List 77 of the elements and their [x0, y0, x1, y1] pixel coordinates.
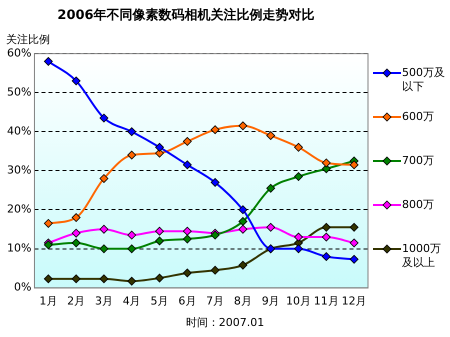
point: [238, 205, 248, 214]
point: [100, 274, 108, 284]
point: [127, 230, 136, 240]
point: [182, 234, 192, 244]
x-tick-label: 5月: [150, 294, 169, 308]
y-tick-label: 60%: [6, 46, 32, 60]
point: [127, 244, 136, 254]
point: [182, 226, 192, 236]
point: [155, 274, 164, 282]
x-tick-label: 12月: [342, 294, 367, 308]
legend-label: 800万: [402, 198, 435, 212]
point: [294, 142, 303, 152]
y-tick-label: 0%: [14, 280, 32, 294]
point: [182, 268, 192, 278]
y-axis-title: 关注比例: [6, 32, 50, 46]
y-tick-label: 20%: [6, 202, 32, 216]
x-tick-label: 7月: [206, 294, 224, 308]
x-tick-label: 8月: [234, 294, 252, 308]
point: [182, 137, 192, 146]
point: [210, 266, 220, 275]
point: [350, 222, 358, 232]
point: [238, 260, 248, 270]
y-tick-label: 30%: [6, 164, 32, 177]
point: [72, 228, 81, 238]
x-tick-label: 2月: [67, 294, 86, 308]
text: 时间：2007.01: [184, 315, 266, 330]
point: [44, 274, 53, 284]
y-tick-label: 40%: [6, 124, 32, 138]
legend-label: 500万及以下: [402, 66, 446, 94]
point: [350, 254, 358, 264]
point: [182, 160, 192, 170]
chart-title: 2006年不同像素数码相机关注比例走势对比: [57, 7, 315, 24]
point: [127, 127, 136, 136]
point: [127, 150, 136, 160]
point: [322, 222, 331, 232]
point: [72, 238, 81, 248]
point: [350, 160, 358, 170]
legend-label: 1000万及以上: [402, 242, 442, 270]
point: [155, 226, 164, 236]
point: [155, 236, 164, 246]
x-tick-label: 3月: [94, 294, 113, 308]
point: [127, 276, 136, 286]
point: [266, 222, 276, 232]
point: [44, 218, 53, 228]
point: [294, 244, 303, 254]
point: [322, 252, 331, 261]
point: [72, 274, 81, 284]
point: [238, 217, 248, 226]
x-tick-label: 10月: [286, 294, 312, 308]
point: [322, 158, 331, 168]
point: [100, 174, 108, 183]
y-tick-label: 10%: [6, 242, 32, 255]
point: [100, 224, 108, 234]
x-tick-label: 4月: [122, 294, 141, 308]
point: [72, 213, 81, 222]
x-tick-label: 11月: [314, 294, 339, 308]
point: [294, 172, 303, 181]
point: [238, 224, 248, 234]
point: [238, 121, 248, 130]
point: [266, 184, 276, 193]
point: [100, 114, 108, 122]
legend-label: 700万: [402, 154, 435, 168]
y-tick-label: 50%: [6, 85, 32, 98]
x-tick-label: 6月: [178, 294, 196, 308]
point: [294, 232, 303, 242]
point: [322, 232, 331, 242]
x-tick-label: 9月: [262, 294, 280, 308]
point: [350, 238, 358, 248]
point: [210, 125, 220, 134]
point: [44, 57, 53, 66]
x-tick-label: 1月: [39, 294, 58, 308]
point: [266, 131, 276, 140]
legend-label: 600万: [402, 110, 435, 124]
point: [210, 178, 220, 187]
point: [155, 142, 164, 152]
point: [72, 76, 81, 86]
point: [100, 244, 108, 254]
